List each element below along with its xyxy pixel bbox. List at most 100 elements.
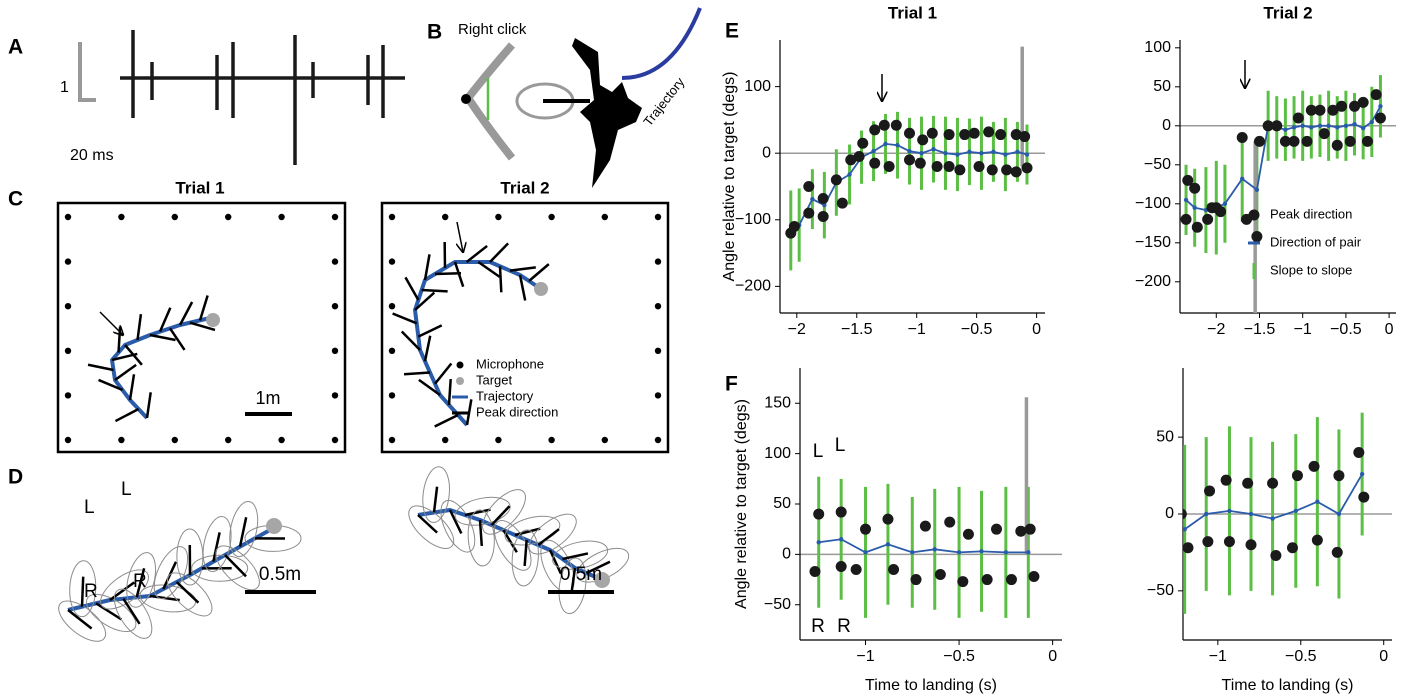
peak-direction — [518, 274, 527, 301]
peak-dot — [1220, 474, 1232, 486]
peak-dot — [1358, 491, 1370, 503]
peak-dot — [1314, 104, 1326, 116]
y-tick-label: −200 — [1135, 273, 1171, 290]
peak-dot — [835, 506, 847, 518]
wing-outline — [422, 466, 450, 523]
peak-dot — [817, 210, 829, 222]
peak-direction — [423, 335, 432, 362]
peak-dot — [1331, 546, 1343, 558]
peak-direction — [87, 363, 114, 372]
peak-dot — [1204, 485, 1216, 497]
peak-dot — [957, 576, 969, 588]
direction-point — [1352, 122, 1357, 127]
peak-direction — [145, 392, 152, 419]
y-tick-label: 150 — [764, 394, 791, 411]
scale-label: 0.5m — [560, 564, 602, 585]
wing-outline — [454, 496, 511, 526]
peak-direction — [453, 261, 465, 288]
peak-dot — [1357, 96, 1369, 108]
ear-dot — [461, 94, 471, 104]
direction-point — [1183, 197, 1189, 203]
peak-dot — [1180, 213, 1192, 225]
target — [206, 313, 220, 327]
y-tick-label: 50 — [1153, 78, 1171, 95]
peak-direction — [585, 560, 611, 575]
peak-dot — [1279, 135, 1291, 147]
y-tick-label: 100 — [1144, 39, 1171, 56]
microphone — [654, 436, 662, 444]
peak-dot — [1308, 460, 1320, 472]
microphone — [548, 213, 555, 221]
peak-dot — [882, 513, 894, 525]
y-tick-label: 50 — [773, 495, 791, 512]
peak-dot — [817, 192, 829, 204]
arrow — [99, 311, 123, 335]
microphone — [388, 392, 396, 399]
peak-direction — [417, 324, 443, 338]
x-tick-label: −1 — [1294, 321, 1312, 338]
trajectories — [64, 213, 662, 444]
microphone — [64, 213, 72, 221]
legend-label: Peak direction — [1270, 206, 1352, 221]
wing-outline — [511, 529, 539, 587]
side-label: R — [133, 571, 147, 592]
side-label: L — [84, 497, 95, 518]
peak-dot — [1267, 477, 1279, 489]
microphone — [388, 213, 396, 221]
microphone — [64, 436, 72, 444]
peak-direction — [465, 244, 488, 263]
peak-dot — [1271, 120, 1283, 132]
peak-dot — [954, 164, 966, 176]
peak-dot — [1245, 539, 1257, 551]
y-tick-label: −50 — [1144, 156, 1171, 173]
direction-point — [1183, 527, 1187, 532]
wing-outline — [167, 572, 213, 617]
peak-dot — [943, 129, 955, 141]
microphone — [171, 213, 178, 221]
peak-direction — [189, 321, 216, 332]
direction-point — [871, 148, 876, 154]
direction-point — [1003, 152, 1008, 157]
microphone — [331, 258, 339, 265]
target — [534, 282, 548, 296]
direction-point — [883, 141, 888, 147]
x-axis-label: Time to landing (s) — [1222, 677, 1354, 694]
peak-direction — [67, 609, 93, 630]
peak-dot — [1001, 164, 1013, 176]
wing-outline — [86, 593, 137, 633]
wing-outline — [69, 560, 97, 618]
microphone — [495, 436, 502, 444]
peak-direction — [418, 378, 441, 397]
direction-point — [1336, 511, 1342, 517]
direction-point — [956, 550, 962, 555]
peak-dot — [888, 563, 900, 575]
peak-dot — [995, 129, 1007, 141]
microphone — [331, 303, 339, 310]
plot-area — [1183, 412, 1370, 614]
direction-point — [1291, 125, 1297, 130]
wing-outline — [552, 540, 609, 570]
peak-dot — [869, 157, 881, 169]
microphone — [64, 347, 72, 354]
peak-dot — [1374, 112, 1386, 124]
bat-trajectory — [621, 7, 702, 80]
peak-direction — [537, 528, 560, 546]
y-tick-label: 0 — [762, 144, 771, 161]
peak-dot — [1183, 542, 1194, 554]
peak-dot — [1028, 571, 1040, 583]
peak-dot — [1305, 104, 1317, 116]
wing-outline — [153, 546, 189, 600]
wing-outline — [100, 569, 149, 610]
peak-dot — [904, 154, 916, 166]
peak-dot — [1333, 470, 1345, 482]
x-tick-label: −1 — [1209, 648, 1227, 665]
peak-dot — [1202, 213, 1214, 225]
wing-outline — [482, 489, 526, 535]
peak-dot — [1202, 536, 1214, 548]
panel-label: B — [427, 21, 442, 44]
direction-point — [1315, 499, 1320, 504]
direction-point — [838, 537, 844, 542]
x-tick-label: −1 — [908, 321, 926, 338]
microphone — [225, 213, 232, 221]
peak-dot — [1318, 128, 1330, 140]
